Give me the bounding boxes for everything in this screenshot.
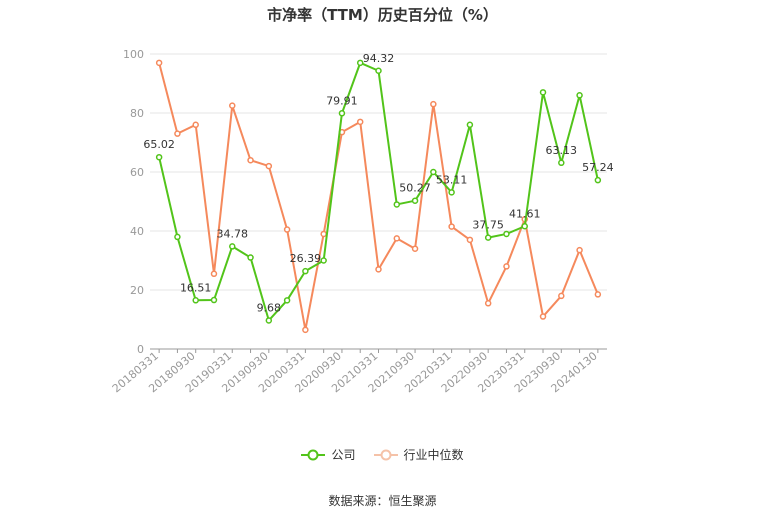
data-point-company[interactable]: [247, 254, 254, 261]
legend-industry-label: 行业中位数: [403, 448, 464, 462]
data-point-industry[interactable]: [283, 226, 291, 233]
data-point-company[interactable]: [338, 110, 346, 117]
grid-lines: [150, 53, 607, 291]
y-tick-label: 60: [130, 166, 144, 179]
data-label: 57.24: [582, 161, 614, 174]
series-line-company: [158, 61, 599, 322]
legend-company-marker-icon: [301, 449, 326, 460]
data-label: 34.78: [217, 227, 249, 240]
data-point-industry[interactable]: [229, 102, 236, 109]
data-point-company[interactable]: [320, 257, 327, 264]
data-point-industry[interactable]: [210, 270, 218, 278]
data-point-company[interactable]: [375, 67, 382, 75]
data-label: 26.39: [290, 252, 322, 265]
legend-industry-marker-icon: [373, 449, 398, 460]
data-point-industry[interactable]: [265, 162, 273, 170]
data-point-industry[interactable]: [155, 59, 163, 67]
legend-company-label: 公司: [331, 448, 356, 462]
data-label: 65.02: [143, 138, 175, 151]
data-label: 16.51: [180, 281, 212, 294]
data-point-company[interactable]: [594, 176, 602, 184]
data-point-company[interactable]: [576, 92, 583, 99]
data-label: 79.91: [326, 94, 358, 107]
data-point-industry[interactable]: [320, 230, 327, 238]
data-point-industry[interactable]: [594, 291, 602, 298]
data-point-industry[interactable]: [539, 313, 547, 320]
data-label: 37.75: [472, 219, 504, 232]
data-point-company[interactable]: [356, 59, 364, 67]
data-point-industry[interactable]: [466, 236, 474, 244]
chart-title: 市净率（TTM）历史百分位（%）: [267, 6, 498, 24]
data-point-company[interactable]: [210, 296, 218, 304]
data-point-industry[interactable]: [302, 326, 309, 334]
data-point-industry[interactable]: [247, 156, 254, 164]
data-point-company[interactable]: [192, 297, 199, 304]
chart-plot: 0 20 40 60 80 100 201803312018093020190331201…: [110, 48, 614, 395]
legend-item-company[interactable]: 公司: [301, 446, 356, 463]
y-tick-label: 0: [137, 343, 144, 356]
data-point-industry[interactable]: [558, 292, 565, 300]
data-label: 63.13: [546, 144, 578, 157]
data-point-company[interactable]: [265, 317, 273, 324]
data-point-company[interactable]: [558, 159, 565, 167]
data-label: 50.27: [399, 182, 431, 195]
y-tick-label: 80: [130, 107, 144, 120]
data-point-industry[interactable]: [393, 235, 401, 242]
data-point-industry[interactable]: [484, 300, 492, 307]
y-tick-label: 20: [130, 284, 144, 297]
data-point-industry[interactable]: [411, 245, 419, 252]
data-point-industry[interactable]: [448, 223, 455, 230]
y-tick-label: 40: [130, 225, 144, 238]
data-point-company[interactable]: [302, 267, 309, 275]
data-source: 数据来源：恒生聚源: [328, 494, 437, 508]
x-axis: 2018033120180930201903312019093020200331…: [110, 348, 607, 395]
data-point-company[interactable]: [229, 243, 236, 250]
data-point-industry[interactable]: [375, 266, 382, 273]
data-point-company[interactable]: [393, 201, 401, 208]
data-point-industry[interactable]: [503, 263, 510, 270]
data-point-industry[interactable]: [356, 118, 364, 126]
data-point-company[interactable]: [174, 233, 181, 241]
data-point-company[interactable]: [503, 230, 510, 238]
data-point-company[interactable]: [411, 197, 419, 204]
data-point-industry[interactable]: [174, 130, 181, 137]
data-point-industry[interactable]: [430, 100, 437, 108]
y-axis: 0 20 40 60 80 100: [123, 48, 144, 356]
legend-item-industry[interactable]: 行业中位数: [373, 446, 464, 463]
data-label: 53.11: [436, 173, 468, 186]
data-label: 94.32: [363, 52, 395, 65]
data-point-company[interactable]: [521, 223, 528, 230]
legend: 公司 行业中位数: [0, 446, 765, 463]
data-point-company[interactable]: [448, 189, 455, 196]
data-point-company[interactable]: [283, 297, 291, 304]
data-point-industry[interactable]: [192, 121, 199, 129]
data-point-company[interactable]: [430, 168, 437, 176]
series-layer: [155, 59, 602, 334]
data-point-company[interactable]: [155, 153, 163, 161]
data-labels: 65.02 16.51 34.78 9.68 26.39 79.91 94.32 50.27 5…: [143, 52, 613, 315]
data-point-company[interactable]: [466, 121, 474, 129]
data-point-company[interactable]: [484, 234, 492, 241]
data-label: 41.61: [509, 207, 541, 220]
data-label: 9.68: [257, 301, 282, 314]
data-point-company[interactable]: [539, 89, 547, 96]
y-tick-label: 100: [123, 48, 144, 61]
data-point-industry[interactable]: [576, 246, 583, 254]
